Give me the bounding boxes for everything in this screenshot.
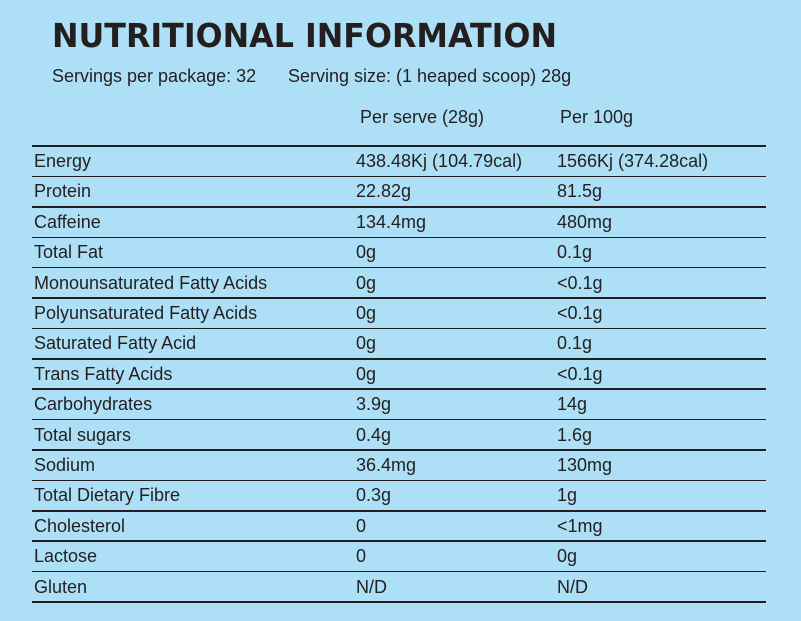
row-rule (32, 297, 766, 299)
row-label: Caffeine (34, 211, 101, 232)
cell-value: 1g (557, 485, 578, 506)
row-rule (32, 145, 766, 147)
row-rule (32, 510, 766, 512)
cell-value: 0.1g (557, 242, 593, 263)
row-label: Total Dietary Fibre (34, 485, 181, 506)
cell-value: 0.3g (356, 485, 392, 506)
cell-value: 22.82g (356, 181, 412, 202)
cell-value: 0 (356, 546, 367, 567)
cell-value: 36.4mg (356, 455, 417, 475)
row-rule (32, 358, 766, 360)
row-rule (32, 327, 766, 330)
cell-value: 0g (557, 546, 578, 567)
row-label: Gluten (34, 576, 88, 597)
title: NUTRITIONAL INFORMATION (52, 16, 557, 55)
cell-value: N/D (356, 576, 387, 597)
cell-value: <0.1g (557, 303, 603, 323)
row-rule (32, 418, 766, 421)
row-label: Trans Fatty Acids (34, 363, 173, 384)
row-label: Total sugars (34, 424, 132, 445)
row-rule (32, 175, 766, 178)
cell-value: 134.4mg (356, 211, 427, 232)
cell-value: <0.1g (557, 272, 603, 293)
servings-per-package: Servings per package: 32 (52, 66, 257, 86)
cell-value: 0g (356, 333, 377, 354)
cell-value: 0.4g (356, 424, 392, 445)
cell-value: 438.48Kj (104.79cal) (356, 151, 523, 171)
cell-value: 81.5g (557, 181, 603, 202)
cell-value: 14g (557, 394, 588, 415)
cell-value: 130mg (557, 455, 613, 475)
serving-size: Serving size: (1 heaped scoop) 28g (288, 66, 572, 86)
cell-value: 1.6g (557, 424, 593, 445)
row-rule (32, 388, 766, 390)
row-rule (32, 570, 766, 573)
cell-value: 0g (356, 272, 377, 293)
row-rule (32, 206, 766, 208)
row-label: Saturated Fatty Acid (34, 333, 197, 354)
cell-value: 0 (356, 515, 367, 536)
cell-value: 480mg (557, 211, 613, 232)
cell-value: <1mg (557, 515, 603, 536)
column-header: Per serve (28g) (360, 107, 485, 127)
row-label: Cholesterol (34, 515, 126, 536)
row-rule (32, 236, 766, 238)
cell-value: N/D (557, 576, 588, 597)
cell-value: 0g (356, 242, 377, 263)
row-rule (32, 266, 766, 269)
row-rule (32, 540, 766, 542)
cell-value: 3.9g (356, 394, 392, 415)
row-label: Monounsaturated Fatty Acids (34, 272, 268, 293)
row-label: Polyunsaturated Fatty Acids (34, 303, 258, 323)
cell-value: 1566Kj (374.28cal) (557, 151, 709, 171)
row-label: Energy (34, 151, 92, 171)
cell-value: 0g (356, 363, 377, 384)
row-rule (32, 479, 766, 482)
column-header: Per 100g (560, 107, 634, 127)
cell-value: 0.1g (557, 333, 593, 354)
row-label: Sodium (34, 455, 96, 475)
cell-value: <0.1g (557, 363, 603, 384)
row-label: Protein (34, 181, 92, 202)
row-label: Carbohydrates (34, 394, 153, 415)
cell-value: 0g (356, 303, 377, 323)
row-rule (32, 601, 766, 603)
row-label: Total Fat (34, 242, 104, 263)
row-label: Lactose (34, 546, 98, 567)
title-area: NUTRITIONAL INFORMATION (52, 16, 557, 55)
row-rule (32, 449, 766, 451)
